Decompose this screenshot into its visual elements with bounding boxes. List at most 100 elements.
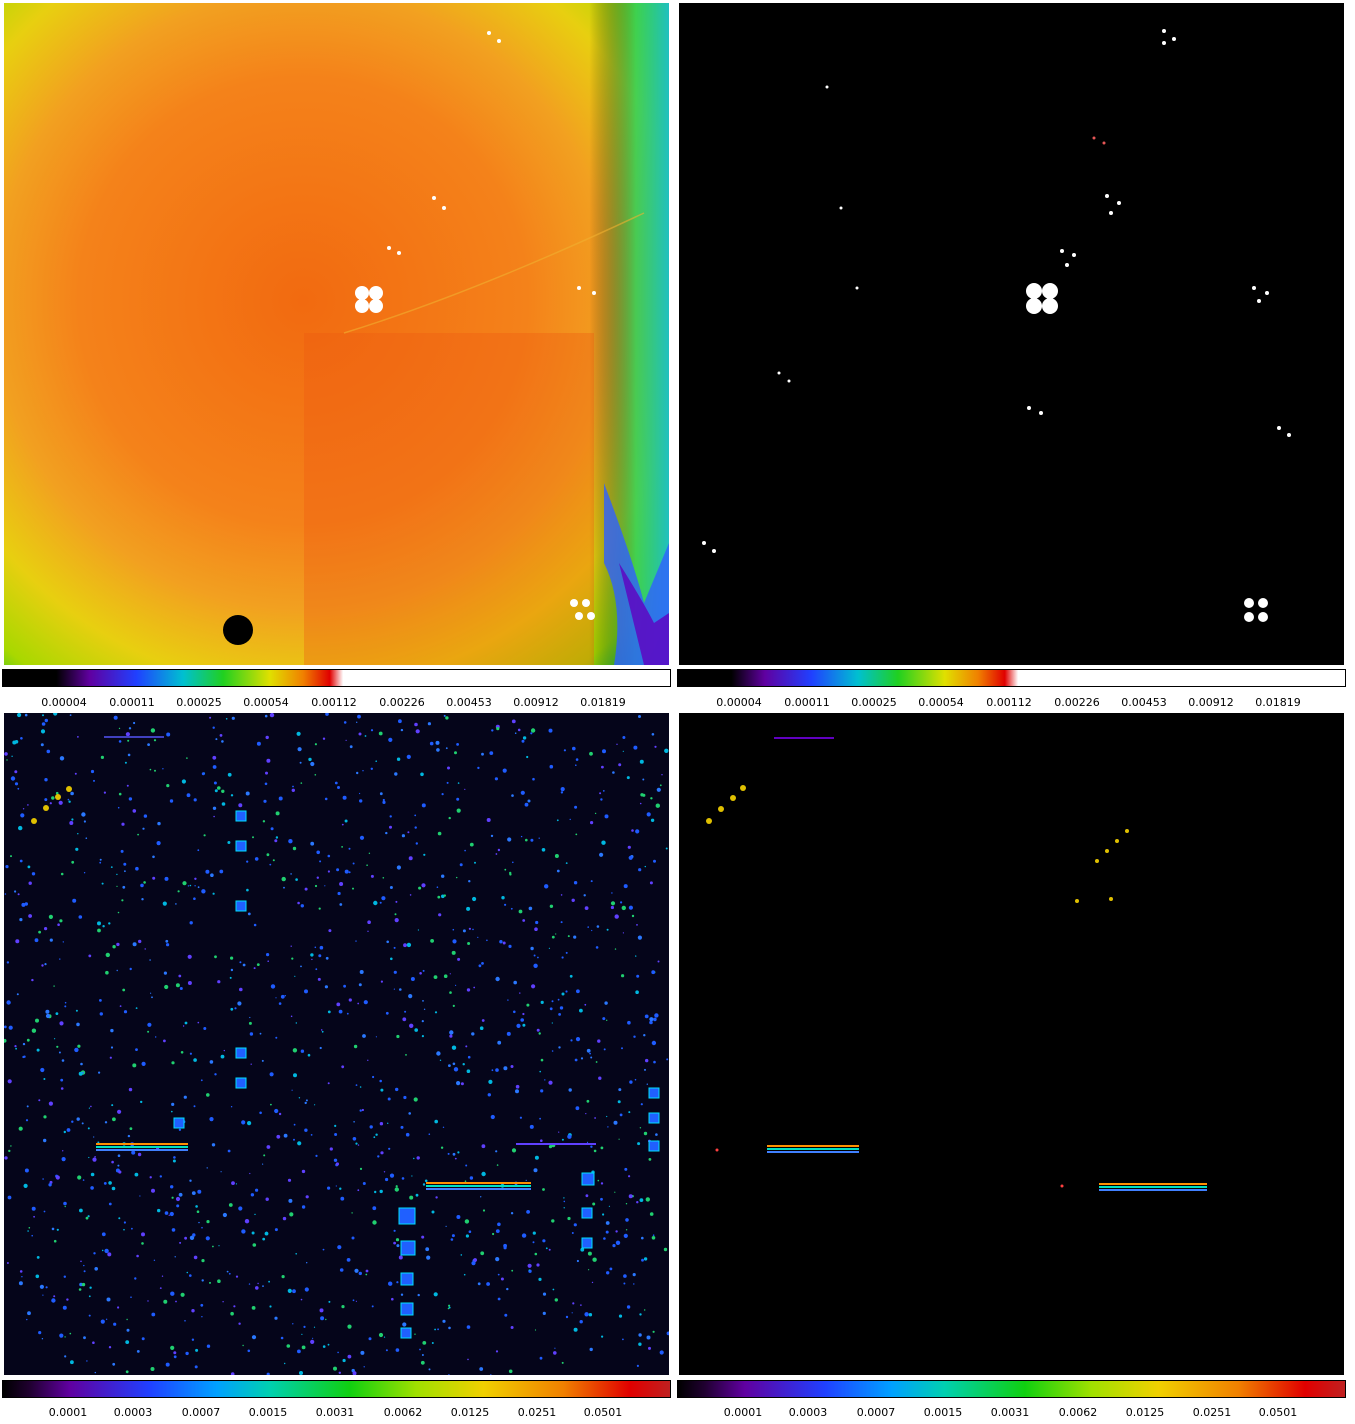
background-source [648, 1158, 652, 1161]
background-source [545, 1247, 548, 1250]
background-source [171, 1061, 175, 1065]
background-source [561, 992, 565, 996]
background-source [575, 1037, 581, 1042]
background-source [622, 736, 626, 739]
background-source [396, 865, 401, 870]
background-source [622, 932, 625, 934]
background-source [355, 1142, 358, 1145]
background-source [495, 1229, 500, 1233]
background-source [212, 755, 217, 760]
background-source [394, 913, 397, 916]
background-source [466, 1069, 471, 1073]
background-source [428, 1133, 431, 1135]
background-source [249, 1172, 251, 1175]
background-source [395, 1087, 399, 1092]
background-source [646, 1335, 651, 1340]
background-source [300, 782, 303, 784]
background-source [26, 1105, 29, 1108]
background-source [165, 1362, 170, 1367]
background-source [614, 948, 617, 950]
background-source [570, 1039, 573, 1042]
background-source [15, 1047, 17, 1050]
background-source [339, 1187, 342, 1190]
tick-label: 0.0125 [450, 1406, 490, 1419]
background-source [641, 1258, 644, 1262]
background-source [137, 1152, 142, 1157]
background-source [191, 1309, 195, 1313]
background-source [276, 1134, 281, 1139]
background-source [168, 1214, 170, 1216]
background-source [552, 1288, 555, 1291]
background-source [503, 1246, 507, 1250]
background-source [636, 1201, 639, 1204]
background-source [48, 1101, 54, 1106]
background-source [434, 1328, 436, 1331]
background-source [176, 1204, 180, 1208]
background-source [93, 1252, 96, 1255]
background-source [141, 1232, 145, 1237]
background-source [529, 1124, 534, 1129]
background-source [532, 777, 535, 781]
background-source [359, 1086, 362, 1088]
background-source [301, 1345, 306, 1350]
background-source [59, 919, 63, 923]
background-source [292, 1048, 298, 1053]
background-source [17, 893, 20, 896]
background-source [587, 926, 589, 928]
background-source [250, 1063, 252, 1065]
background-source [382, 798, 385, 802]
background-source [164, 984, 169, 990]
background-source [494, 777, 498, 781]
background-source [388, 737, 393, 742]
background-source [359, 792, 361, 795]
background-source [60, 1087, 64, 1090]
background-source [491, 1069, 494, 1072]
background-source [294, 975, 296, 977]
background-source [347, 1324, 352, 1329]
background-source [626, 776, 630, 780]
background-source [627, 845, 631, 849]
background-source [69, 714, 72, 716]
background-source [589, 1347, 593, 1352]
background-source [149, 768, 152, 771]
background-source [633, 1283, 635, 1285]
background-source [403, 943, 407, 948]
background-source [287, 1288, 292, 1293]
background-source [314, 743, 317, 746]
background-source [201, 772, 205, 776]
background-source [601, 765, 604, 769]
background-source [92, 1157, 97, 1162]
background-source [280, 994, 285, 999]
background-source [402, 1017, 407, 1022]
background-source [112, 945, 116, 949]
background-source [180, 1292, 185, 1297]
background-source [87, 1127, 90, 1130]
background-source [558, 1131, 560, 1133]
background-source [367, 930, 369, 932]
background-source [281, 876, 286, 882]
background-source [319, 1308, 324, 1313]
background-source [407, 831, 410, 834]
background-source [155, 1036, 157, 1038]
background-source [322, 737, 326, 740]
background-source [495, 1150, 498, 1153]
background-source [83, 1336, 86, 1340]
background-source [36, 1048, 40, 1052]
background-source [534, 927, 538, 931]
background-source [584, 906, 589, 910]
background-source [319, 945, 324, 950]
background-source [575, 758, 579, 761]
background-source [495, 1257, 500, 1262]
background-source [324, 985, 328, 989]
background-source [300, 1049, 305, 1053]
background-source [609, 1267, 613, 1271]
background-source [90, 1172, 95, 1177]
background-source [27, 865, 31, 869]
background-source [373, 900, 378, 906]
background-source [572, 746, 576, 751]
background-source [198, 1221, 200, 1224]
background-source [533, 1168, 538, 1173]
background-source [130, 1296, 132, 1298]
background-source [448, 1374, 450, 1375]
background-source [286, 1344, 291, 1348]
